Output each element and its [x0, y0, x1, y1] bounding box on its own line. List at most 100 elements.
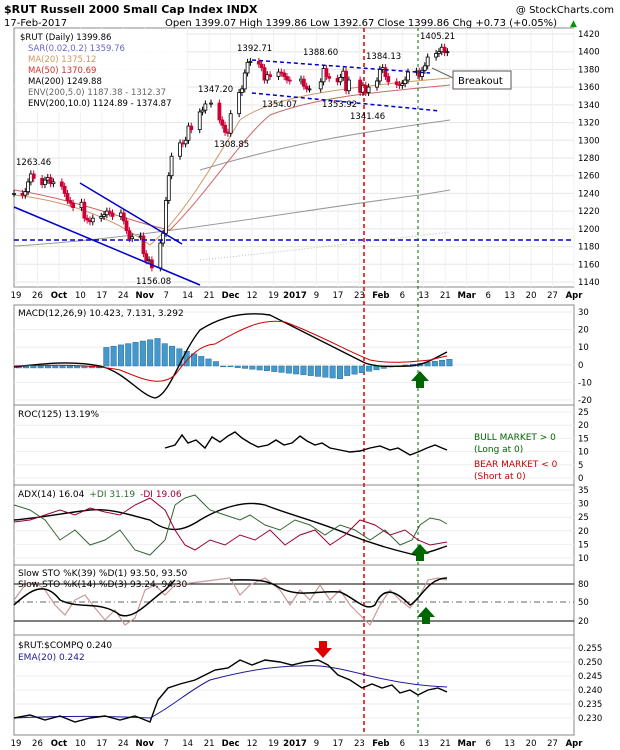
macd-hist-bar	[74, 365, 81, 369]
macd-hist-bar	[322, 365, 329, 378]
candle-body	[102, 214, 106, 217]
candle-body	[209, 102, 213, 105]
x-tick-label: 6	[400, 291, 405, 301]
x-tick-label-bottom: 20	[526, 739, 537, 749]
panel-y-tick: 20	[578, 421, 589, 431]
candle-body	[324, 68, 329, 77]
panel-y-tick: 0.235	[578, 700, 602, 710]
price-candles	[12, 43, 450, 272]
macd-hist-bar	[439, 359, 446, 367]
adx-value: ADX(14) 16.04	[18, 490, 85, 500]
x-tick-label: 24	[118, 291, 129, 301]
trendlines	[13, 59, 574, 286]
candle-body	[268, 74, 272, 77]
panel-y-tick: 0	[578, 361, 583, 371]
market-notes: BULL MARKET > 0 (Long at 0) BEAR MARKET …	[474, 433, 558, 482]
downtrend-lower-line	[13, 206, 201, 286]
candle-body	[121, 212, 126, 222]
annotation-label: 1308.85	[214, 140, 249, 150]
candle-body	[141, 235, 146, 255]
ratio-panel	[13, 634, 575, 736]
candle-body	[403, 79, 408, 85]
candle-body	[242, 72, 247, 90]
ratio-sell-arrow-icon	[314, 641, 332, 658]
candle-body	[166, 175, 171, 201]
macd-hist-bar	[66, 365, 73, 369]
macd-hist-bar	[59, 365, 66, 369]
macd-hist-bar	[431, 360, 438, 367]
candle-body	[82, 201, 87, 219]
macd-hist-bar	[366, 365, 373, 372]
candle-body	[183, 139, 188, 145]
x-tick-label: 13	[418, 291, 429, 301]
x-tick-label: 23	[354, 291, 365, 301]
x-tick-label: 10	[75, 291, 86, 301]
candle-body	[228, 113, 233, 134]
candle-body	[307, 88, 312, 91]
x-tick-label-bottom: 19	[268, 739, 279, 749]
candle-body	[406, 71, 410, 81]
x-tick-label: Feb	[372, 291, 389, 301]
panel-y-tick: 0	[578, 474, 583, 484]
x-tick-label: 19	[11, 291, 22, 301]
macd-hist-bar	[30, 365, 37, 369]
macd-hist-bar	[198, 356, 205, 367]
sto-fast-line	[13, 577, 448, 627]
candle-body	[186, 125, 191, 141]
macd-hist-bar	[278, 365, 285, 373]
candle-body	[43, 179, 47, 185]
price-y-tick: 1400	[578, 48, 600, 58]
candle-body	[12, 193, 16, 195]
macd-hist-bar	[37, 365, 44, 369]
candle-body	[282, 72, 287, 77]
chart-date: 17-Feb-2017	[4, 18, 67, 29]
annotation-label: 1388.60	[303, 48, 338, 58]
panel-y-tick: 20	[578, 326, 589, 336]
ma200-line	[13, 189, 451, 247]
x-tick-label: Dec	[222, 291, 240, 301]
candle-body	[178, 142, 182, 157]
candle-body	[386, 76, 391, 83]
candle-body	[437, 51, 441, 54]
candle-body	[256, 61, 261, 65]
candle-body	[110, 212, 115, 217]
candle-body	[304, 85, 309, 90]
panel-y-tick: 15	[578, 540, 589, 550]
macd-hist-bar	[139, 340, 146, 367]
x-tick-label-bottom: Mar	[457, 739, 476, 749]
plus-di-line	[13, 494, 448, 556]
candle-body	[200, 109, 205, 113]
ma20-line	[13, 77, 451, 246]
ema-line	[13, 665, 448, 719]
candle-body	[240, 88, 244, 93]
sto-label-1: Slow STO %K(39) %D(1) 93.50, 93.50	[18, 569, 188, 579]
x-tick-label-bottom: 21	[440, 739, 451, 749]
panel-y-tick: 10	[578, 554, 589, 564]
macd-hist-bar	[293, 365, 300, 375]
price-y-tick: 1200	[578, 225, 600, 235]
candle-body	[287, 79, 292, 82]
candle-body	[346, 79, 351, 92]
macd-hist-bar	[373, 365, 380, 371]
price-y-tick: 1320	[578, 119, 600, 129]
price-y-tick: 1280	[578, 154, 600, 164]
candle-body	[245, 61, 250, 74]
candle-body	[59, 181, 64, 187]
candle-body	[107, 210, 112, 214]
x-tick-label-bottom: 24	[118, 739, 129, 749]
candle-body	[422, 65, 427, 71]
x-tick-label-bottom: 27	[547, 739, 558, 749]
macd-hist-bar	[147, 339, 154, 367]
macd-hist-bar	[307, 365, 314, 376]
annotation-label: 1405.21	[420, 32, 455, 42]
macd-hist-bar	[212, 361, 219, 367]
breakout-pointer	[431, 67, 454, 79]
panel-y-tick: 0.250	[578, 658, 602, 668]
adx-label: ADX(14) 16.04 +DI 31.19 -DI 19.06	[18, 490, 182, 500]
x-tick-label: 13	[504, 291, 515, 301]
price-y-tick: 1220	[578, 207, 600, 217]
candle-body	[262, 67, 267, 81]
x-tick-label: 27	[547, 291, 558, 301]
macd-hist-bar	[242, 365, 249, 369]
candle-body	[189, 125, 194, 131]
